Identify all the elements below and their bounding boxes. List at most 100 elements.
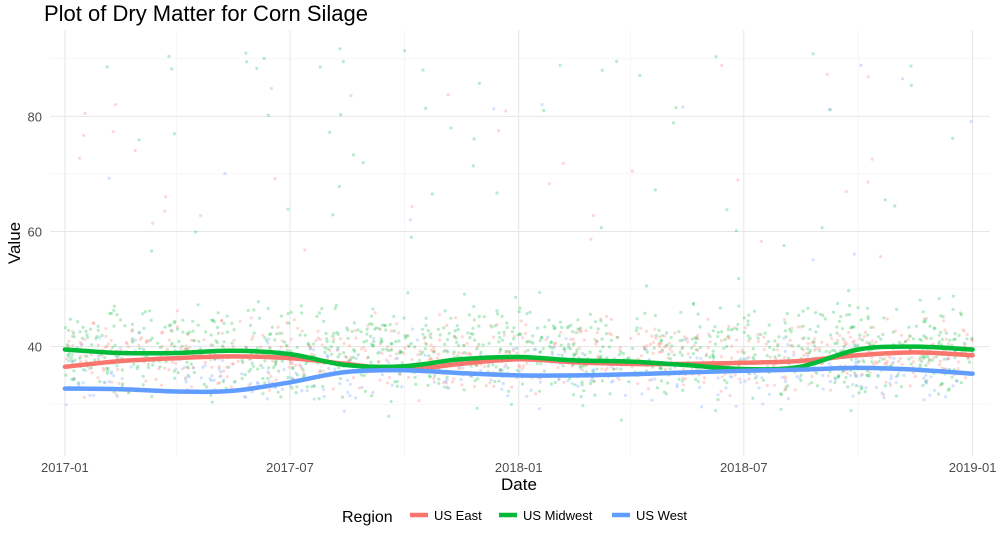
scatter-point	[646, 387, 651, 391]
scatter-point	[80, 342, 84, 346]
scatter-point	[189, 385, 194, 389]
scatter-point	[302, 371, 306, 375]
scatter-point	[932, 356, 936, 360]
scatter-point	[667, 341, 672, 345]
scatter-point	[426, 329, 430, 333]
scatter-point	[273, 363, 277, 367]
scatter-point	[454, 336, 458, 340]
scatter-point	[875, 361, 879, 365]
scatter-point	[742, 330, 746, 334]
scatter-point	[322, 319, 326, 323]
scatter-point	[534, 392, 538, 396]
scatter-point	[881, 357, 885, 361]
scatter-point	[445, 375, 449, 379]
scatter-point	[148, 338, 152, 342]
scatter-point	[84, 359, 88, 363]
x-tick-label: 2018-07	[720, 460, 768, 475]
scatter-point	[232, 338, 236, 342]
scatter-point	[510, 385, 514, 389]
scatter-point	[615, 59, 619, 63]
scatter-point	[196, 303, 200, 307]
scatter-point	[790, 344, 795, 348]
scatter-point	[289, 376, 293, 380]
scatter-point	[773, 339, 777, 343]
scatter-point	[173, 376, 177, 380]
scatter-point	[372, 340, 376, 344]
scatter-point	[711, 349, 715, 353]
scatter-point	[576, 327, 580, 331]
scatter-point	[538, 350, 543, 354]
scatter-point	[111, 345, 115, 349]
scatter-point	[605, 366, 609, 370]
scatter-point	[394, 352, 398, 356]
scatter-point	[945, 357, 949, 361]
scatter-point	[609, 317, 613, 321]
scatter-point	[106, 366, 110, 371]
scatter-point	[723, 378, 727, 382]
scatter-point	[496, 312, 500, 316]
scatter-point	[83, 338, 87, 342]
scatter-point	[414, 382, 418, 386]
scatter-point	[850, 358, 854, 362]
scatter-point	[69, 356, 73, 360]
scatter-point	[251, 364, 255, 368]
scatter-point	[88, 393, 92, 398]
scatter-point	[173, 361, 177, 365]
legend-entry: US West	[612, 508, 687, 523]
scatter-point	[911, 337, 916, 341]
scatter-point	[370, 314, 374, 318]
scatter-point	[461, 366, 465, 370]
scatter-point	[659, 341, 663, 346]
scatter-point	[230, 341, 234, 345]
scatter-point	[287, 321, 291, 325]
scatter-point	[578, 330, 582, 334]
scatter-point	[386, 381, 390, 385]
scatter-point	[251, 334, 255, 339]
scatter-point	[940, 382, 944, 386]
scatter-point	[319, 369, 323, 373]
scatter-point	[87, 366, 91, 371]
scatter-point	[870, 356, 874, 360]
scatter-point	[833, 376, 837, 380]
x-tick-label: 2018-01	[495, 460, 543, 475]
scatter-point	[634, 329, 639, 333]
scatter-point	[876, 374, 880, 378]
scatter-point	[740, 350, 744, 354]
scatter-point	[220, 318, 224, 322]
scatter-point	[386, 360, 390, 364]
scatter-point	[789, 343, 793, 347]
scatter-point	[495, 191, 499, 195]
scatter-point	[125, 342, 129, 346]
scatter-point	[222, 321, 226, 326]
scatter-point	[643, 311, 647, 315]
scatter-point	[600, 367, 604, 371]
scatter-point	[834, 377, 838, 381]
scatter-point	[289, 310, 293, 314]
scatter-point	[150, 249, 154, 253]
scatter-point	[67, 351, 71, 355]
scatter-point	[594, 339, 599, 343]
scatter-point	[852, 252, 857, 256]
smooth-line-us-west	[62, 365, 975, 395]
scatter-point	[406, 344, 410, 348]
scatter-point	[777, 335, 781, 339]
scatter-point	[759, 239, 764, 243]
scatter-point	[263, 359, 267, 363]
scatter-point	[120, 368, 124, 372]
scatter-point	[256, 367, 260, 371]
scatter-point	[298, 333, 302, 337]
scatter-point	[842, 344, 846, 349]
scatter-point	[825, 343, 830, 347]
scatter-point	[538, 338, 542, 342]
scatter-point	[438, 333, 442, 337]
scatter-point	[591, 370, 596, 374]
scatter-point	[427, 374, 431, 378]
scatter-point	[517, 363, 521, 368]
scatter-point	[453, 329, 457, 333]
scatter-point	[531, 341, 535, 345]
scatter-point	[452, 350, 456, 354]
scatter-point	[335, 348, 339, 352]
scatter-point	[573, 353, 577, 357]
scatter-point	[164, 360, 168, 364]
scatter-point	[766, 339, 771, 344]
